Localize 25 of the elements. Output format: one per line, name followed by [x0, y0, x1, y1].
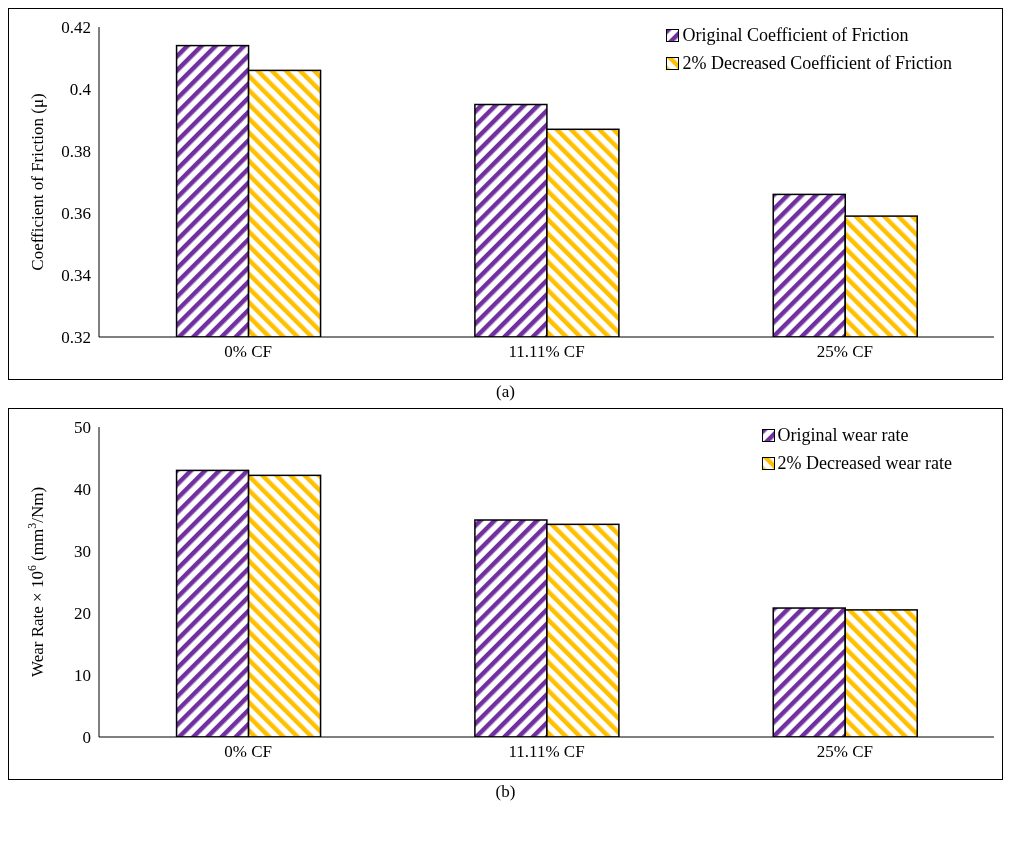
x-tick-label: 25% CF: [816, 742, 873, 762]
text: (a): [495, 382, 516, 402]
legend-label: Original wear rate: [777, 424, 909, 447]
legend-label: 2% Decreased wear rate: [777, 452, 952, 475]
x-tick-label: 0% CF: [224, 342, 273, 362]
y-tick-label: 0.38: [61, 142, 91, 162]
y-tick-label: 50: [74, 418, 91, 438]
legend-label: Original Coefficient of Friction: [682, 24, 909, 47]
x-tick-label: 0% CF: [224, 742, 273, 762]
y-tick-label: 0.42: [61, 18, 91, 38]
x-tick-label: 11.11% CF: [508, 742, 585, 762]
x-tick-label: 25% CF: [816, 342, 873, 362]
y-tick-label: 0.36: [61, 204, 91, 224]
text: (b): [494, 782, 517, 802]
y-tick-label: 0.4: [69, 80, 92, 100]
legend-label: 2% Decreased Coefficient of Friction: [682, 52, 952, 75]
y-tick-label: 0.34: [61, 266, 92, 286]
y-tick-label: 0: [82, 728, 91, 748]
y-tick-label: 30: [74, 542, 91, 562]
x-tick-label: 11.11% CF: [508, 342, 585, 362]
y-axis-title: Coefficient of Friction (μ): [28, 93, 47, 271]
y-tick-label: 20: [74, 604, 91, 624]
y-tick-label: 40: [74, 480, 91, 500]
y-tick-label: 0.32: [61, 328, 91, 348]
y-tick-label: 10: [74, 666, 91, 686]
